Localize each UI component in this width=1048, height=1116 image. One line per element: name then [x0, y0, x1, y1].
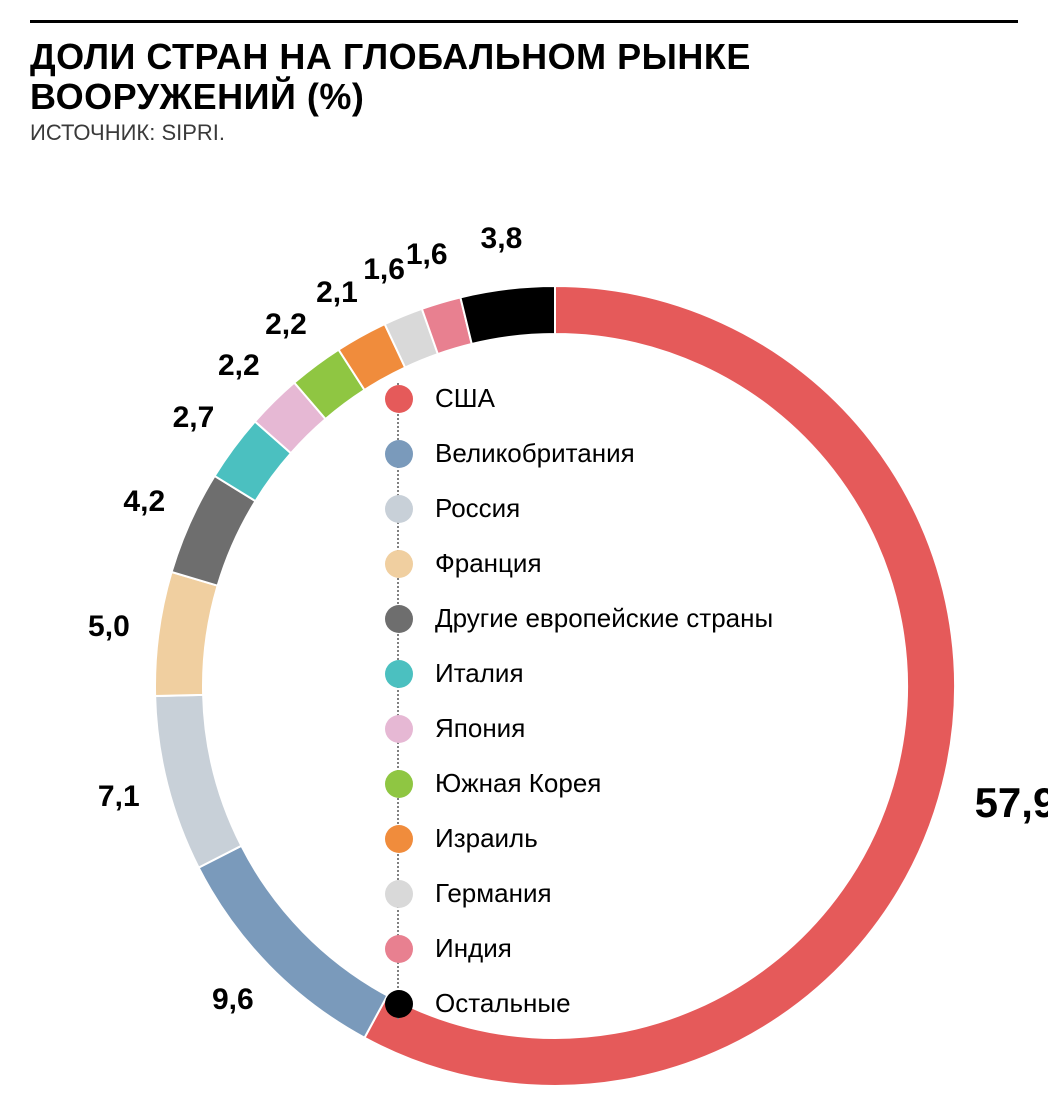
legend-dot-icon	[385, 825, 413, 853]
donut-slice	[155, 572, 218, 696]
donut-chart: 57,99,67,15,04,22,72,22,22,11,61,63,8 СШ…	[30, 146, 1018, 1116]
legend-label: Италия	[435, 658, 524, 689]
legend-label: Франция	[435, 548, 542, 579]
legend-label: Другие европейские страны	[435, 603, 773, 634]
slice-value-label: 2,7	[173, 401, 215, 435]
page: ДОЛИ СТРАН НА ГЛОБАЛЬНОМ РЫНКЕ ВООРУЖЕНИ…	[0, 0, 1048, 1098]
legend-item: Остальные	[385, 976, 805, 1031]
legend-item: Германия	[385, 866, 805, 921]
legend-dot-icon	[385, 715, 413, 743]
legend-item: США	[385, 371, 805, 426]
legend-label: Германия	[435, 878, 552, 909]
donut-slice	[155, 695, 241, 868]
slice-value-label: 9,6	[212, 983, 254, 1017]
legend-item: Израиль	[385, 811, 805, 866]
legend-item: Россия	[385, 481, 805, 536]
legend-dot-icon	[385, 770, 413, 798]
legend-label: Индия	[435, 933, 512, 964]
legend-item: Италия	[385, 646, 805, 701]
slice-value-label: 1,6	[363, 253, 405, 287]
legend-dot-icon	[385, 440, 413, 468]
legend-item: Великобритания	[385, 426, 805, 481]
legend-label: Южная Корея	[435, 768, 601, 799]
legend-item: Франция	[385, 536, 805, 591]
legend-dot-icon	[385, 495, 413, 523]
legend-label: Остальные	[435, 988, 571, 1019]
legend-label: Великобритания	[435, 438, 635, 469]
slice-value-label: 2,1	[316, 276, 358, 310]
slice-value-label: 5,0	[88, 610, 130, 644]
legend-item: Другие европейские страны	[385, 591, 805, 646]
legend-label: Япония	[435, 713, 525, 744]
donut-slice	[460, 286, 555, 344]
slice-value-label: 7,1	[98, 780, 140, 814]
legend-dot-icon	[385, 385, 413, 413]
slice-value-label: 3,8	[481, 222, 523, 256]
legend-dot-icon	[385, 660, 413, 688]
chart-source: ИСТОЧНИК: SIPRI.	[30, 120, 1018, 146]
legend-label: США	[435, 383, 495, 414]
legend: США Великобритания Россия Франция Другие евр…	[385, 371, 805, 1031]
slice-value-label: 2,2	[218, 349, 260, 383]
slice-value-label: 4,2	[123, 485, 165, 519]
legend-label: Израиль	[435, 823, 538, 854]
legend-dot-icon	[385, 550, 413, 578]
legend-dot-icon	[385, 990, 413, 1018]
slice-value-label: 57,9	[975, 779, 1048, 827]
legend-label: Россия	[435, 493, 520, 524]
slice-value-label: 2,2	[265, 308, 307, 342]
slice-value-label: 1,6	[406, 238, 448, 272]
legend-dot-icon	[385, 935, 413, 963]
legend-dot-icon	[385, 880, 413, 908]
header-rule	[30, 20, 1018, 23]
legend-item: Индия	[385, 921, 805, 976]
chart-title: ДОЛИ СТРАН НА ГЛОБАЛЬНОМ РЫНКЕ ВООРУЖЕНИ…	[30, 37, 1018, 116]
legend-item: Южная Корея	[385, 756, 805, 811]
legend-dot-icon	[385, 605, 413, 633]
legend-item: Япония	[385, 701, 805, 756]
